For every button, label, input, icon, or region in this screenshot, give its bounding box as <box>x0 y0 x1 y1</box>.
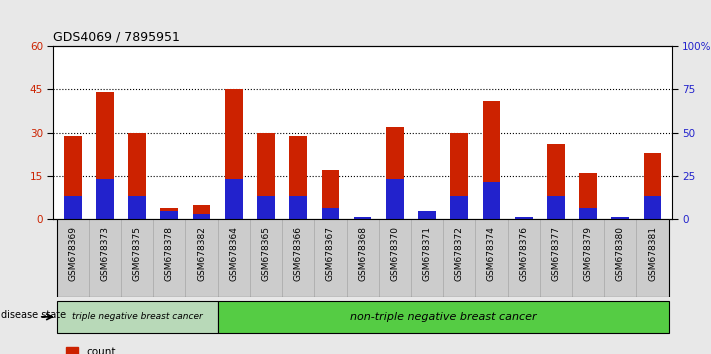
Text: GSM678369: GSM678369 <box>68 226 77 281</box>
Bar <box>96 179 114 219</box>
Bar <box>354 217 371 219</box>
Text: GSM678367: GSM678367 <box>326 226 335 281</box>
Bar <box>443 219 476 297</box>
Bar <box>354 217 371 219</box>
Bar <box>386 127 404 219</box>
Bar <box>643 153 661 219</box>
Bar <box>128 133 146 219</box>
Bar <box>289 136 307 219</box>
Bar <box>611 217 629 219</box>
Bar <box>386 179 404 219</box>
Text: GSM678381: GSM678381 <box>648 226 657 281</box>
Bar <box>579 173 597 219</box>
Bar <box>611 217 629 219</box>
Bar <box>186 219 218 297</box>
Bar <box>418 211 436 219</box>
Text: GSM678373: GSM678373 <box>100 226 109 281</box>
Text: non-triple negative breast cancer: non-triple negative breast cancer <box>350 312 537 322</box>
Text: GSM678380: GSM678380 <box>616 226 625 281</box>
Text: GSM678377: GSM678377 <box>552 226 560 281</box>
Text: GSM678376: GSM678376 <box>519 226 528 281</box>
Bar <box>193 205 210 219</box>
Bar <box>89 219 121 297</box>
Bar <box>57 301 218 333</box>
Bar <box>225 179 242 219</box>
Text: GDS4069 / 7895951: GDS4069 / 7895951 <box>53 30 180 44</box>
Bar <box>161 211 178 219</box>
Bar <box>346 219 379 297</box>
Text: GSM678368: GSM678368 <box>358 226 367 281</box>
Text: GSM678378: GSM678378 <box>165 226 173 281</box>
Bar <box>547 144 565 219</box>
Legend: count, percentile rank within the sample: count, percentile rank within the sample <box>65 347 262 354</box>
Bar <box>572 219 604 297</box>
Bar <box>257 133 275 219</box>
Text: disease state: disease state <box>1 310 66 320</box>
Bar <box>604 219 636 297</box>
Bar <box>225 89 242 219</box>
Bar <box>218 301 668 333</box>
Bar <box>483 182 501 219</box>
Bar <box>289 196 307 219</box>
Bar <box>161 208 178 219</box>
Text: GSM678370: GSM678370 <box>390 226 400 281</box>
Bar <box>636 219 668 297</box>
Bar <box>450 133 468 219</box>
Bar <box>321 170 339 219</box>
Bar <box>57 219 89 297</box>
Bar <box>579 208 597 219</box>
Bar <box>250 219 282 297</box>
Text: GSM678372: GSM678372 <box>455 226 464 281</box>
Bar <box>418 211 436 219</box>
Bar <box>643 196 661 219</box>
Bar <box>540 219 572 297</box>
Bar <box>64 136 82 219</box>
Text: GSM678375: GSM678375 <box>132 226 141 281</box>
Text: GSM678379: GSM678379 <box>584 226 593 281</box>
Bar <box>282 219 314 297</box>
Bar <box>321 208 339 219</box>
Bar <box>476 219 508 297</box>
Bar <box>96 92 114 219</box>
Bar <box>515 217 533 219</box>
Bar <box>411 219 443 297</box>
Bar <box>547 196 565 219</box>
Bar <box>314 219 346 297</box>
Bar <box>64 196 82 219</box>
Text: GSM678366: GSM678366 <box>294 226 303 281</box>
Text: GSM678374: GSM678374 <box>487 226 496 281</box>
Text: GSM678382: GSM678382 <box>197 226 206 281</box>
Bar <box>483 101 501 219</box>
Bar <box>515 217 533 219</box>
Text: GSM678365: GSM678365 <box>262 226 270 281</box>
Bar <box>257 196 275 219</box>
Bar <box>193 214 210 219</box>
Bar <box>121 219 153 297</box>
Bar <box>218 219 250 297</box>
Bar <box>379 219 411 297</box>
Bar <box>128 196 146 219</box>
Bar <box>508 219 540 297</box>
Text: GSM678371: GSM678371 <box>422 226 432 281</box>
Bar <box>153 219 186 297</box>
Bar <box>450 196 468 219</box>
Text: GSM678364: GSM678364 <box>229 226 238 281</box>
Text: triple negative breast cancer: triple negative breast cancer <box>72 312 203 321</box>
